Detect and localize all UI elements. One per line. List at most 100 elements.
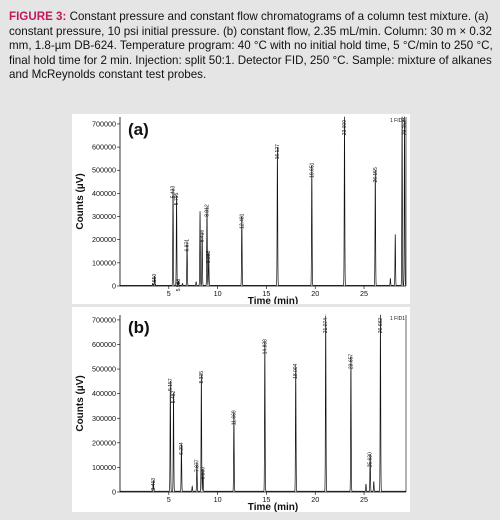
x-tick-label: 5 <box>167 289 171 298</box>
peak-retention-label: 8.335 <box>199 371 205 384</box>
chromatogram-panel-b: 0 100000 200000 300000 400000 500000 600000 700… <box>72 307 410 512</box>
peak-retention-label: 26.155 <box>373 167 379 183</box>
channel-label: 1 FID1 <box>390 316 405 322</box>
peak-retention-label: 5.157 <box>168 378 174 391</box>
peak-apex <box>365 484 367 486</box>
y-tick-label: 400000 <box>92 189 116 198</box>
x-tick-label: 10 <box>214 289 222 298</box>
chromatogram-panel-a: 0 100000 200000 300000 400000 500000 600000 700… <box>72 114 410 304</box>
peak-apex <box>380 314 381 316</box>
peak-apex <box>199 211 201 213</box>
panel-label: (b) <box>128 318 150 337</box>
peak-apex <box>182 283 183 285</box>
y-tick-label: 600000 <box>92 340 116 349</box>
peak-retention-label: 5.482 <box>171 390 177 403</box>
peak-apex <box>350 356 352 358</box>
peak-retention-label: 9.088 <box>206 250 212 263</box>
peak-retention-label: 12.481 <box>239 213 245 229</box>
x-tick-label: 20 <box>311 289 319 298</box>
y-tick-label: 300000 <box>92 212 116 221</box>
figure-label: FIGURE 3: <box>9 10 67 23</box>
x-tick-label: 15 <box>262 495 270 504</box>
peak-retention-label: 3.550 <box>152 274 158 287</box>
peak-apex <box>233 412 235 414</box>
y-axis-title: Counts (µV) <box>75 375 86 431</box>
peak-apex <box>186 241 188 243</box>
peak-retention-label: 14.838 <box>262 339 268 355</box>
peak-retention-label: 7.877 <box>194 459 200 472</box>
peak-apex <box>191 486 193 488</box>
peak-apex <box>277 146 278 148</box>
peak-retention-label: 5.795 <box>174 192 180 205</box>
panel-label: (a) <box>128 120 149 139</box>
peak-apex <box>152 283 154 285</box>
peak-apex <box>374 169 376 171</box>
peak-apex <box>401 116 403 118</box>
y-tick-label: 400000 <box>92 389 116 398</box>
y-tick-label: 0 <box>112 282 116 291</box>
peak-retention-label: 23.657 <box>348 354 354 370</box>
peak-retention-label: 11.669 <box>231 410 237 425</box>
peak-retention-label: 16.127 <box>275 144 281 160</box>
y-axis-title: Counts (µV) <box>75 173 86 229</box>
x-tick-label: 15 <box>262 289 270 298</box>
peak-retention-label: 8.912 <box>204 204 210 217</box>
peak-retention-label: 5.433 <box>171 186 177 199</box>
peak-apex <box>181 444 182 446</box>
figure-caption: FIGURE 3: Constant pressure and constant… <box>9 10 493 83</box>
peak-apex <box>404 116 405 118</box>
y-tick-label: 600000 <box>92 143 116 152</box>
y-tick-label: 700000 <box>92 119 116 128</box>
channel-label: 1 FID1 <box>390 118 405 124</box>
peak-retention-label: 23.000 <box>342 120 348 136</box>
peak-retention-label: 18.004 <box>293 363 299 379</box>
peak-retention-label: 21.074 <box>323 318 329 334</box>
peak-apex <box>200 373 202 375</box>
peak-retention-label: 3.413 <box>151 478 157 491</box>
y-tick-label: 100000 <box>92 258 116 267</box>
y-tick-label: 700000 <box>92 315 116 324</box>
peak-apex <box>173 393 174 395</box>
y-tick-label: 200000 <box>92 235 116 244</box>
peak-apex <box>311 165 313 167</box>
peak-retention-label: 8.416 <box>200 230 206 243</box>
peak-apex <box>152 480 154 482</box>
caption-text: Constant pressure and constant flow chro… <box>9 10 493 82</box>
peak-retention-label: 6.294 <box>179 442 185 455</box>
peak-apex <box>241 216 243 217</box>
y-tick-label: 500000 <box>92 365 116 374</box>
peak-apex <box>169 380 171 382</box>
peak-apex <box>201 232 203 234</box>
peak-retention-label: 26.682 <box>378 318 384 334</box>
peak-apex <box>208 253 210 254</box>
chromatogram-trace <box>120 116 407 286</box>
x-tick-label: 25 <box>360 495 368 504</box>
peak-retention-label: 19.651 <box>309 162 315 178</box>
peak-retention-label: 8.500 <box>200 467 206 480</box>
x-tick-label: 5 <box>167 495 171 504</box>
peak-apex <box>295 366 297 368</box>
peak-apex <box>325 314 327 316</box>
chromatogram-a: 0 100000 200000 300000 400000 500000 600000 700… <box>75 116 408 304</box>
x-tick-label: 25 <box>360 289 368 298</box>
peak-apex <box>394 234 396 236</box>
x-axis-title: Time (min) <box>248 296 298 304</box>
peak-apex <box>178 281 179 283</box>
y-tick-label: 0 <box>112 488 116 497</box>
chromatogram-trace <box>120 314 406 492</box>
peak-apex <box>195 282 197 283</box>
peak-retention-label: 5.983 <box>176 279 182 292</box>
peak-apex <box>206 206 208 208</box>
peak-apex <box>373 481 375 483</box>
peak-apex <box>344 116 345 118</box>
y-tick-label: 200000 <box>92 438 116 447</box>
peak-apex <box>202 469 204 471</box>
peak-apex <box>154 276 156 278</box>
peak-apex <box>172 188 174 190</box>
x-tick-label: 10 <box>214 495 222 504</box>
peak-apex <box>196 462 198 463</box>
chromatogram-b: 0 100000 200000 300000 400000 500000 600000 700… <box>75 314 407 512</box>
y-tick-label: 100000 <box>92 463 116 472</box>
peak-retention-label: 29.152 <box>402 120 408 136</box>
y-tick-label: 300000 <box>92 414 116 423</box>
